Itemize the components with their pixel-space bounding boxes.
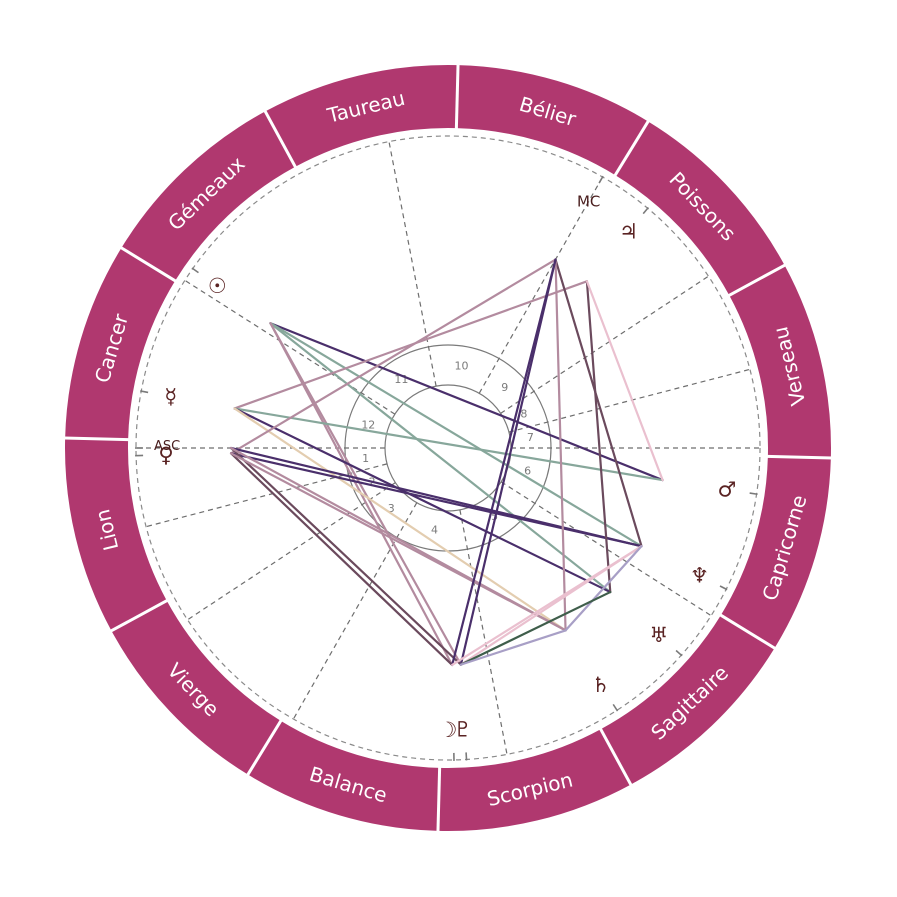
house-number-8: 8 [520, 408, 527, 421]
aspect-line-sun-pluto [269, 322, 462, 666]
aspect-line-sun-mars [269, 322, 664, 482]
planet-glyphs: ☉ ☿ ♀ ♃ ♂ ♆ ♅ ♄ ☽♇ ASC MC [154, 192, 736, 742]
house-cusp-3 [187, 482, 396, 621]
aspect-line-jupiter-uranus [585, 280, 612, 594]
position-tick-jupiter [642, 207, 649, 215]
house-cusp-4 [292, 502, 418, 720]
sign-divider [598, 727, 633, 787]
outer-dashed-circle [135, 135, 761, 761]
mercury-icon: ☿ [164, 385, 177, 409]
house-number-7: 7 [527, 431, 534, 444]
sign-segment-sagittaire [600, 615, 775, 785]
saturn-icon: ♄ [591, 673, 610, 697]
sign-divider [436, 766, 442, 832]
neptune-icon: ♆ [690, 564, 709, 588]
sign-divider [119, 246, 177, 283]
house-cusp-8 [508, 368, 751, 433]
house-cusp-5 [459, 509, 508, 755]
sign-divider [64, 436, 130, 442]
moon-icon: ☽ [439, 718, 458, 742]
house-number-4: 4 [431, 523, 438, 536]
aspect-line-mc-moon [451, 258, 557, 667]
house-cusp-10 [478, 176, 604, 394]
aspect-line-neptune-saturn [564, 545, 643, 632]
zodiac-ring: BélierTaureauGémeauxCancerLionViergeBala… [64, 64, 832, 832]
position-tick-saturn [612, 703, 619, 712]
house-cusp-9 [500, 275, 709, 414]
sign-segment-taureau [265, 64, 459, 167]
aspect-line-venus-mc [229, 258, 557, 455]
sign-segment-vierge [111, 600, 281, 775]
house-number-12: 12 [361, 418, 375, 431]
aspect-line-mercury-mars [233, 407, 664, 482]
position-tick-mercury [140, 390, 149, 394]
sign-divider [454, 64, 460, 130]
position-tick-mc [598, 175, 604, 184]
sign-segment-poissons [615, 121, 785, 296]
house-cusp-6 [500, 481, 712, 617]
house-number-1: 1 [362, 452, 369, 465]
aspect-line-mercury-uranus [233, 407, 612, 594]
asc-label: ASC [154, 439, 180, 454]
aspect-line-sun-uranus [269, 322, 612, 594]
sign-segment-scorpion [437, 729, 631, 831]
aspect-line-venus-moon [229, 452, 454, 667]
house-cusp-2 [145, 463, 388, 528]
house-system: 123456789101112 [135, 135, 761, 761]
sign-divider [246, 719, 283, 777]
sun-icon: ☉ [208, 274, 227, 298]
sign-divider [719, 613, 777, 650]
sign-segment-belier [456, 65, 649, 176]
uranus-icon: ♅ [649, 623, 668, 647]
house-cusp-12 [184, 279, 396, 415]
aspect-line-mc-neptune [554, 258, 643, 548]
sign-divider [727, 263, 787, 298]
position-tick-sun [191, 267, 199, 274]
position-tick-uranus [675, 649, 683, 657]
aspect-line-neptune-pluto [459, 545, 643, 666]
aspect-line-asc-neptune [229, 446, 643, 548]
aspect-lines [229, 258, 664, 667]
position-tick-neptune [719, 585, 728, 591]
pluto-icon: ♇ [453, 718, 472, 742]
aspect-line-asc-pluto [229, 446, 462, 666]
sign-segment-capricorne [720, 456, 831, 649]
aspect-line-mercury-saturn [233, 407, 567, 632]
mc-label: MC [577, 192, 600, 210]
house-number-3: 3 [388, 502, 395, 515]
sign-segment-cancer [65, 247, 176, 440]
sign-segment-balance [247, 720, 440, 831]
aspect-line-jupiter-mars [585, 280, 664, 482]
house-cusp-11 [388, 141, 437, 387]
aspect-line-sun-neptune [269, 322, 643, 548]
sign-divider [766, 454, 832, 460]
sign-segment-verseau [729, 265, 831, 459]
mars-icon: ♂ [717, 478, 736, 502]
aspect-line-saturn-pluto [459, 629, 567, 666]
jupiter-icon: ♃ [619, 219, 638, 243]
sign-segment-gemeaux [121, 111, 296, 281]
house-number-6: 6 [524, 465, 531, 478]
aspect-line-uranus-pluto [459, 590, 612, 666]
house-number-10: 10 [455, 360, 469, 373]
aspect-line-asc-saturn [229, 446, 567, 632]
sign-divider [263, 109, 298, 169]
venus-icon: ♀ [158, 443, 173, 467]
sign-divider [109, 598, 169, 633]
house-number-9: 9 [501, 381, 508, 394]
sign-divider [613, 119, 650, 177]
aspect-line-mc-pluto [459, 258, 557, 666]
aspect-line-mc-saturn [554, 258, 567, 632]
position-tick-mars [749, 492, 758, 496]
sign-segment-lion [65, 437, 167, 631]
